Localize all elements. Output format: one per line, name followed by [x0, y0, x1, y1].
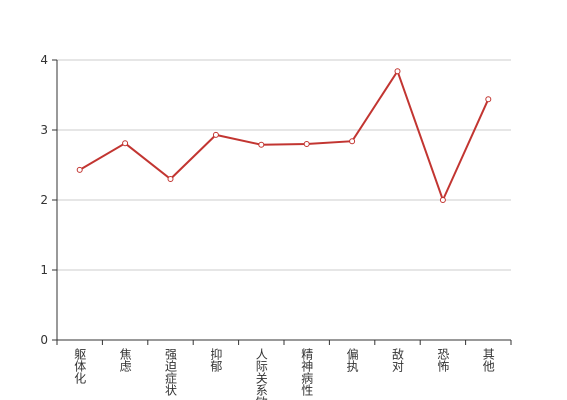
x-tick-label: 偏执	[345, 347, 359, 373]
x-tick-label: 精神病性	[300, 348, 314, 397]
x-tick-label: 强迫症状	[164, 348, 178, 396]
x-tick-label: 焦虑	[118, 348, 132, 372]
x-tick-label: 恐怖	[436, 348, 450, 372]
point	[303, 141, 310, 147]
point	[212, 131, 219, 138]
y-tick-label: 2	[40, 193, 48, 207]
point	[258, 141, 265, 148]
x-tick-label: 敌对	[391, 347, 405, 372]
x-tick-label: 其他	[481, 348, 495, 372]
y-tick-label: 1	[40, 263, 48, 277]
point	[76, 166, 83, 173]
point	[394, 68, 401, 75]
x-tick-label: 躯体化	[73, 347, 87, 385]
point	[167, 176, 174, 182]
y-tick-label: 0	[40, 333, 48, 347]
point	[122, 140, 129, 147]
series-line	[79, 68, 490, 203]
y-tick-label: 4	[40, 53, 48, 67]
x-tick-label: 人际关系敏感	[254, 348, 268, 400]
x-tick-label: 抑郁	[209, 347, 223, 373]
y-tick-label: 3	[40, 123, 48, 137]
point	[485, 96, 492, 103]
point	[439, 197, 446, 203]
point	[349, 138, 356, 145]
